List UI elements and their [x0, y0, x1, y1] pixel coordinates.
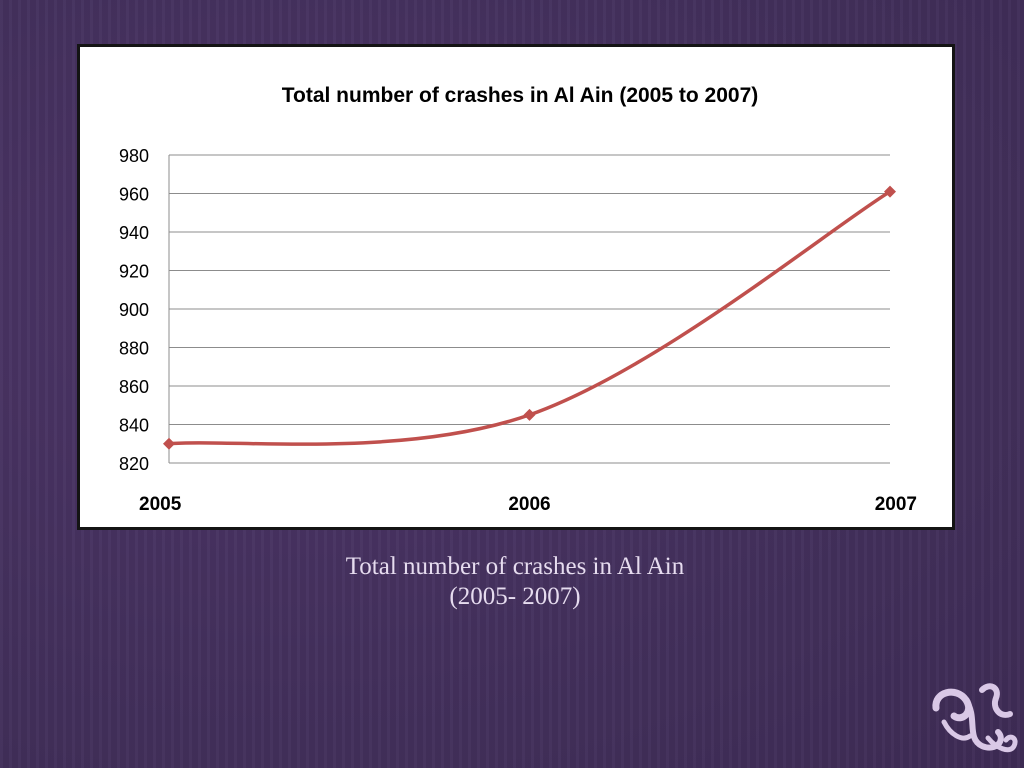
data-point-marker: [884, 185, 896, 198]
data-point-marker: [523, 408, 536, 421]
ornamental-swirl-icon: [932, 683, 1018, 753]
x-tick-label: 2006: [508, 494, 550, 515]
y-axis-ticks: 980 960 940 920 900 880 860 840 820: [119, 146, 149, 474]
series-layer: [163, 185, 896, 450]
x-axis-ticks: 2005 2006 2007: [139, 494, 917, 515]
caption-line-1: Total number of crashes in Al Ain: [345, 553, 685, 580]
series-line: [168, 190, 891, 446]
y-tick-label: 920: [119, 262, 149, 282]
x-tick-label: 2007: [875, 494, 917, 515]
y-tick-label: 980: [119, 146, 149, 166]
y-tick-label: 840: [119, 416, 149, 436]
gridlines: [168, 154, 890, 464]
y-tick-label: 860: [119, 377, 149, 397]
x-tick-label: 2005: [139, 494, 182, 515]
y-tick-label: 940: [119, 223, 149, 243]
y-tick-label: 900: [119, 300, 149, 320]
data-point-marker: [163, 437, 175, 450]
y-tick-label: 820: [119, 454, 149, 474]
y-tick-label: 960: [119, 185, 149, 205]
y-tick-label: 880: [119, 339, 149, 359]
caption-line-2: (2005- 2007): [449, 583, 581, 610]
chart-title: Total number of crashes in Al Ain (2005 …: [282, 84, 759, 107]
line-chart: Total number of crashes in Al Ain (2005 …: [119, 84, 917, 515]
chart-panel: Total number of crashes in Al Ain (2005 …: [77, 44, 955, 530]
slide-caption: Total number of crashes in Al Ain (2005-…: [215, 552, 815, 612]
